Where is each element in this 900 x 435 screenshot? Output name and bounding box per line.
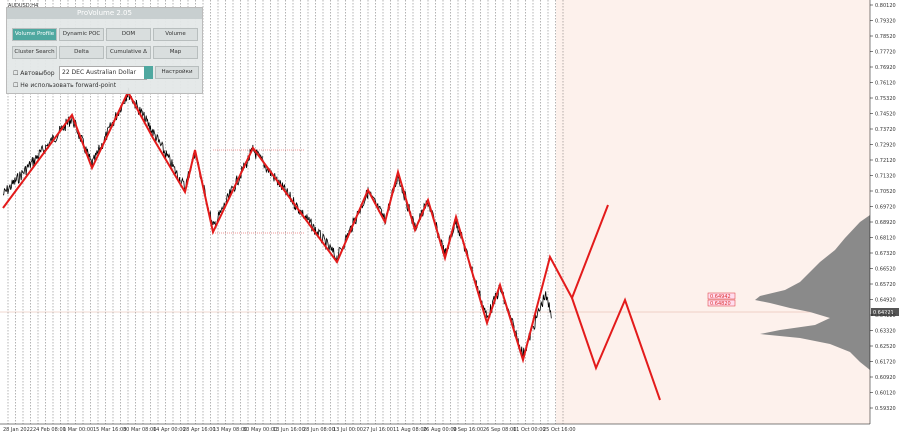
time-label: 25 Oct 16:00 [543,427,576,433]
time-label: 26 Aug 00:00 [423,427,457,433]
price-label: 0.76120 [875,81,896,87]
time-label: 30 Mar 08:00 [123,427,156,433]
time-label: 24 Feb 08:00 [33,427,66,433]
zigzag [2,89,609,364]
price-label: 0.73720 [875,127,896,133]
forward-point[interactable]: ☐ Не использовать forward-point [13,82,117,89]
time-label: 14 Apr 00:00 [153,427,186,433]
level-label: 0.64820 [710,301,731,307]
time-label: 26 Sep 08:00 [483,427,516,433]
symbol: AUDUSD,H4 [8,3,38,9]
instrument-select[interactable]: 22 DEC Australian Dollar [59,66,147,80]
price-label: 0.62520 [875,344,896,350]
time-label: 11 Oct 00:00 [513,427,546,433]
price-label: 0.66520 [875,267,896,273]
dropdown-arrow[interactable] [144,66,153,79]
tool-button[interactable]: Volume [153,28,198,41]
panel-title: ProVolume 2.05 [7,8,202,19]
tool-button[interactable]: Map [153,46,198,59]
price-axis [870,0,900,435]
price-label: 0.70520 [875,189,896,195]
time-label: 13 Jun 16:00 [273,427,305,433]
instrument: 22 DEC Australian Dollar [62,69,137,76]
price-label: 0.68920 [875,220,896,226]
time-label: 9 Sep 16:00 [453,427,483,433]
price-label: 0.60920 [875,375,896,381]
forecast-zigzag [571,297,661,401]
price-label: 0.69720 [875,205,896,211]
time-label: 15 Mar 16:00 [93,427,126,433]
price-label: 0.75320 [875,96,896,102]
time-label: 28 Apr 16:00 [183,427,216,433]
time-label: 28 Jan 2022 [3,427,33,433]
level-label: 0.64942 [710,294,731,300]
price-label: 0.65720 [875,282,896,288]
auto-select[interactable]: ☐ Автовыбор [13,70,55,77]
time-label: 11 Aug 08:00 [393,427,427,433]
price-label: 0.78520 [875,34,896,40]
level-tag [707,292,736,300]
price-label: 0.72920 [875,143,896,149]
price-label: 0.71320 [875,174,896,180]
price-label: 0.64920 [875,298,896,304]
price-label: 0.67320 [875,251,896,257]
price-label: 0.60120 [875,391,896,397]
price-label: 0.80120 [875,3,896,9]
price-label: 0.64120 [875,313,896,319]
price-tag [871,308,899,316]
tool-button[interactable]: Cluster Search [12,46,57,59]
price-label: 0.72120 [875,158,896,164]
time-label: 13 Jul 00:00 [333,427,363,433]
price-label: 0.79320 [875,19,896,25]
level-tag [707,299,736,307]
auto-select-label: Автовыбор [20,70,55,77]
current-price: 0.64221 [873,310,894,316]
time-label: 27 Jul 16:00 [363,427,393,433]
price-label: 0.61720 [875,360,896,366]
volume-profile [755,215,870,370]
tool-button[interactable]: DOM [106,28,151,41]
price-label: 0.76920 [875,65,896,71]
time-label: 28 Jun 08:00 [303,427,335,433]
price-label: 0.59320 [875,406,896,412]
settings-button[interactable]: Настройки [155,66,199,79]
time-label: 30 May 00:00 [243,427,277,433]
price-label: 0.63320 [875,329,896,335]
tool-button[interactable]: Delta [59,46,104,59]
time-label: 13 May 08:00 [213,427,247,433]
future-bg [556,0,870,424]
time-label: 1 Mar 00:00 [63,427,93,433]
tool-button[interactable]: Dynamic POC [59,28,104,41]
tool-button[interactable]: Volume Profile [12,28,57,41]
provolume-panel: ProVolume 2.05 Volume Profile Dynamic POC… [6,7,203,94]
tool-button[interactable]: Cumulative Δ [106,46,151,59]
forward-point-label: Не использовать forward-point [20,82,117,89]
price-label: 0.74520 [875,112,896,118]
price-label: 0.68120 [875,236,896,242]
price-label: 0.77720 [875,50,896,56]
